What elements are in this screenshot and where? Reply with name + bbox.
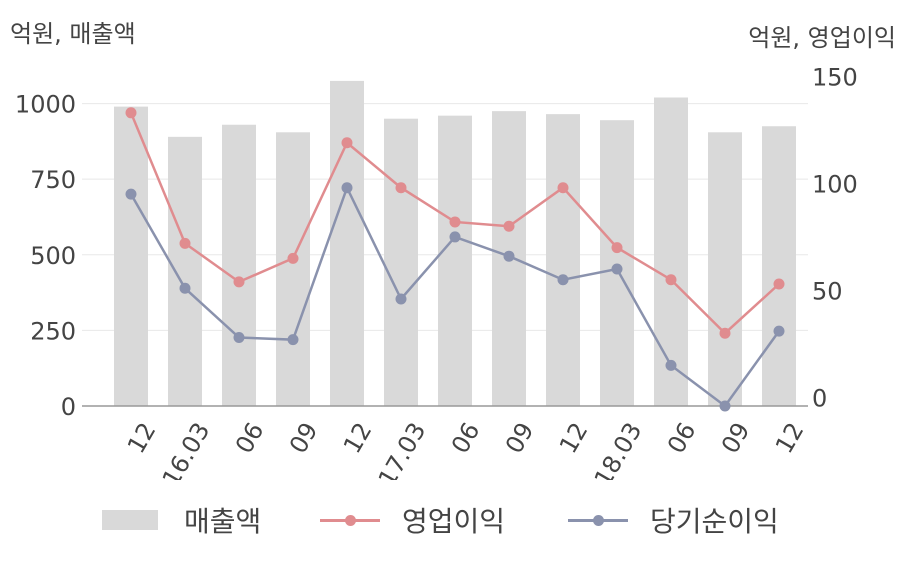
x-axis-tick-label: 09 — [716, 418, 756, 458]
left-axis-tick-label: 0 — [61, 393, 76, 421]
net-income-point — [503, 250, 515, 262]
x-axis-tick-label: 06 — [230, 418, 270, 458]
legend-revenue: 매출액 — [102, 500, 261, 540]
left-axis-tick-label: 1000 — [15, 91, 76, 119]
right-axis-unit-label: 억원, 영업이익 — [748, 24, 896, 52]
x-axis-tick-label: 09 — [284, 418, 324, 458]
revenue-bar — [276, 132, 310, 406]
legend-net-income-swatch — [568, 510, 628, 530]
left-axis-tick-label: 750 — [30, 166, 76, 194]
operating-profit-point — [395, 182, 407, 194]
x-axis-tick-label: 12 — [554, 418, 594, 458]
operating-profit-point — [773, 278, 785, 290]
net-income-point — [179, 282, 191, 294]
operating-profit-point — [179, 237, 191, 249]
x-axis-tick-label: 09 — [500, 418, 540, 458]
revenue-bar — [600, 120, 634, 406]
net-income-point — [233, 332, 245, 344]
net-income-point — [611, 263, 623, 275]
legend-net-income: 당기순이익 — [568, 500, 779, 540]
revenue-bar — [222, 124, 256, 407]
right-axis-tick-label: 150 — [812, 63, 858, 91]
x-axis-tick-label: 18.03 — [589, 418, 648, 480]
net-income-point — [665, 359, 677, 371]
left-axis-tick-label: 500 — [30, 242, 76, 270]
revenue-bar — [168, 136, 202, 406]
x-axis-tick-label: 12 — [770, 418, 810, 458]
right-axis-tick-label: 100 — [812, 170, 858, 198]
x-axis-tick-label: 06 — [446, 418, 486, 458]
net-income-point — [341, 182, 353, 194]
operating-profit-point — [503, 220, 515, 232]
legend-operating-profit: 영업이익 — [320, 500, 505, 540]
net-income-point — [449, 231, 461, 243]
legend-operating-profit-label: 영업이익 — [402, 505, 506, 538]
revenue-bar — [546, 114, 580, 406]
operating-profit-point — [611, 242, 623, 254]
x-axis-tick-label: 12 — [338, 418, 378, 458]
operating-profit-point — [557, 182, 569, 194]
legend-operating-profit-swatch — [320, 510, 380, 530]
x-axis-tick-label: 17.03 — [373, 418, 432, 480]
net-income-point — [557, 274, 569, 286]
operating-profit-point — [719, 327, 731, 339]
operating-profit-point — [287, 252, 299, 264]
left-axis-tick-label: 250 — [30, 317, 76, 345]
legend-revenue-swatch — [102, 510, 158, 530]
x-axis-tick-label: 06 — [662, 418, 702, 458]
revenue-bar — [384, 118, 418, 406]
net-income-point — [287, 334, 299, 346]
legend-net-income-label: 당기순이익 — [650, 505, 779, 538]
revenue-bar — [438, 115, 472, 407]
net-income-point — [125, 188, 137, 200]
revenue-bar — [654, 97, 688, 406]
x-axis-tick-label: 16.03 — [157, 418, 216, 480]
net-income-point — [719, 400, 731, 412]
net-income-point — [395, 293, 407, 305]
legend-revenue-label: 매출액 — [184, 505, 262, 538]
revenue-bar — [708, 132, 742, 406]
net-income-point — [773, 325, 785, 337]
operating-profit-point — [665, 274, 677, 286]
operating-profit-point — [449, 216, 461, 228]
left-axis-unit-label: 억원, 매출액 — [10, 20, 136, 48]
revenue-bar — [114, 106, 148, 407]
right-axis-tick-label: 50 — [812, 277, 843, 305]
right-axis-tick-label: 0 — [812, 384, 827, 412]
operating-profit-point — [233, 276, 245, 288]
revenue-bar — [762, 126, 796, 407]
operating-profit-point — [125, 107, 137, 119]
operating-profit-point — [341, 137, 353, 149]
x-axis-tick-label: 12 — [122, 418, 162, 458]
revenue-bar — [330, 80, 364, 407]
